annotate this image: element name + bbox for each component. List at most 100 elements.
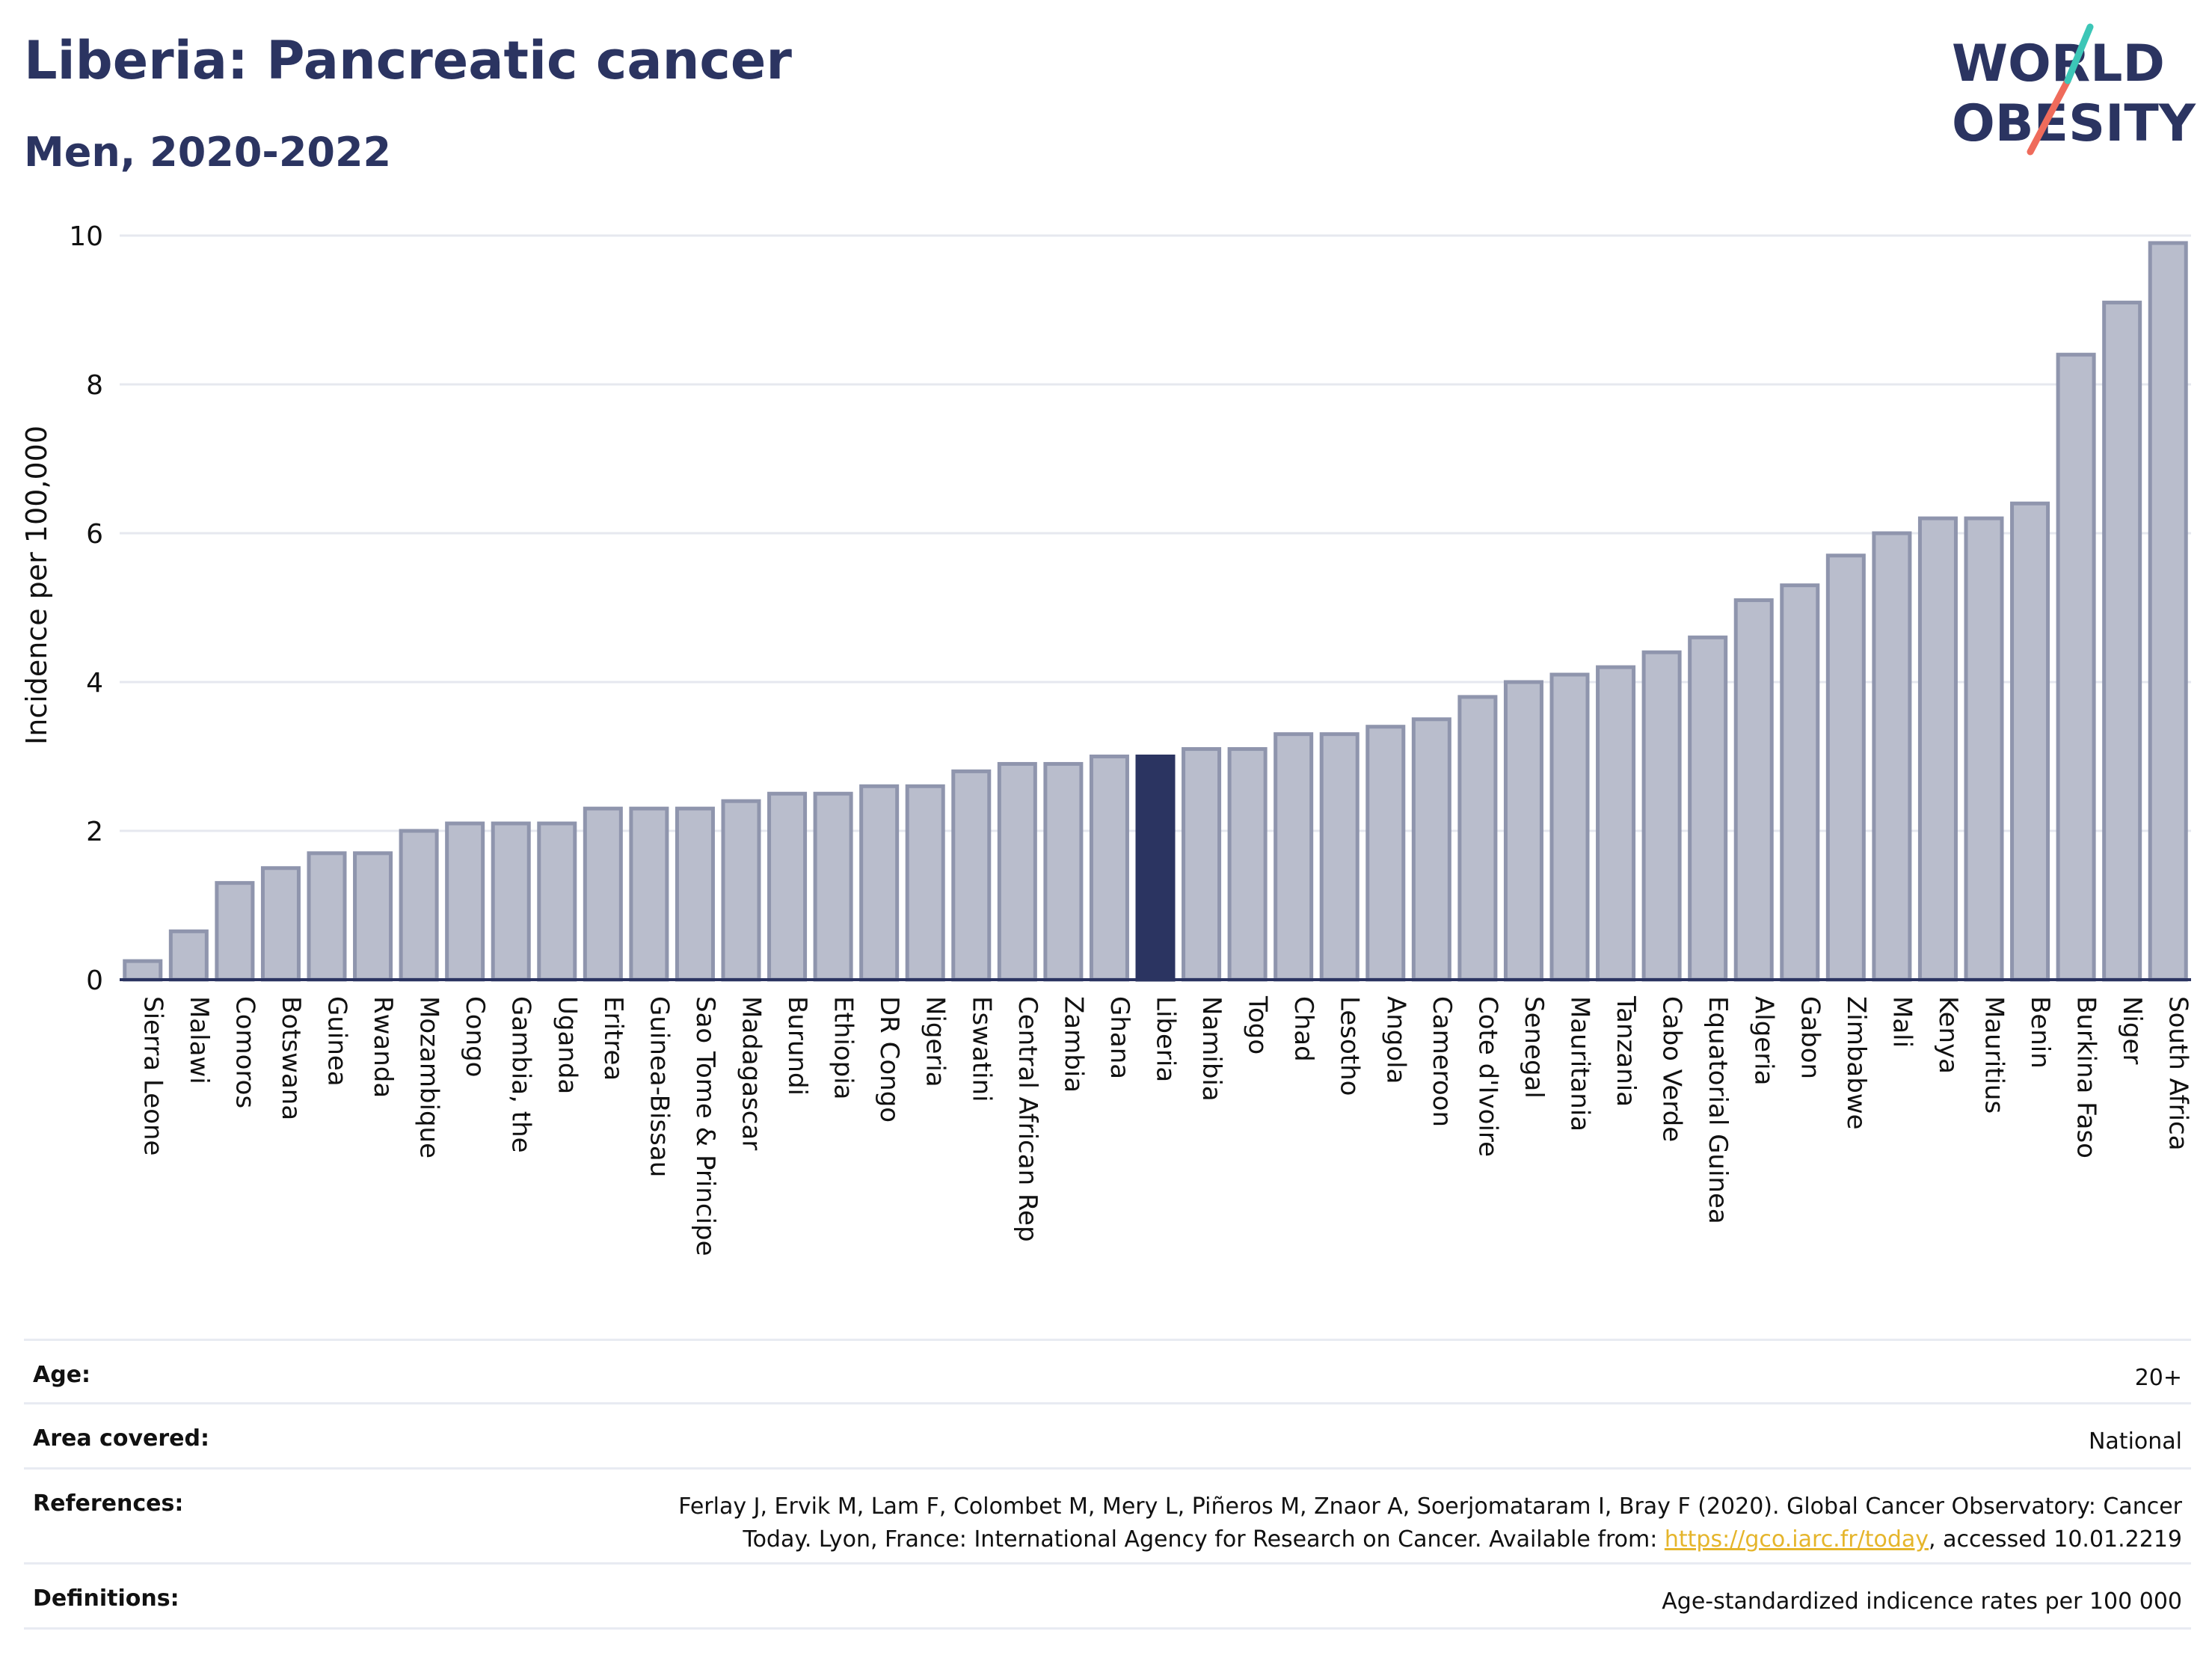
bar-zimbabwe	[1825, 553, 1866, 982]
y-axis-ticks: 0 2 4 6 8 10	[69, 221, 103, 996]
area-value: National	[2088, 1428, 2182, 1455]
bar-senegal	[1503, 680, 1543, 982]
x-tick-label: Gabon	[1795, 996, 1825, 1079]
bar-comoros	[215, 881, 255, 982]
x-tick-label: Cameroon	[1427, 996, 1457, 1127]
bar-eritrea	[583, 806, 623, 982]
references-label: References:	[33, 1490, 184, 1517]
bar-cabo-verde	[1641, 650, 1682, 982]
references-link[interactable]: https://gco.iarc.fr/today	[1664, 1526, 1929, 1553]
bar-nigeria	[905, 784, 945, 982]
references-text: Ferlay J, Ervik M, Lam F, Colombet M, Me…	[678, 1493, 2182, 1553]
chart-title: Liberia: Pancreatic cancer	[24, 30, 792, 91]
y-tick-label: 0	[86, 965, 103, 996]
bar-uganda	[537, 821, 577, 982]
bar-mozambique	[399, 829, 439, 982]
definitions-value: Age-standardized indicence rates per 100…	[1662, 1588, 2182, 1615]
x-tick-label: Burundi	[782, 996, 812, 1096]
bar-rwanda	[353, 851, 393, 982]
bar-congo	[445, 821, 485, 982]
x-tick-label: Central African Rep	[1013, 996, 1042, 1242]
bar-chad	[1274, 732, 1314, 982]
bar-guinea	[307, 851, 347, 982]
definitions-label: Definitions:	[33, 1585, 179, 1612]
age-label: Age:	[33, 1362, 91, 1388]
bar-mali	[1872, 531, 1912, 982]
x-tick-label: Niger	[2117, 996, 2147, 1064]
bar-sao-tome-principe	[675, 806, 715, 982]
bar-eswatini	[951, 769, 992, 982]
x-tick-label: Burkina Faso	[2071, 996, 2101, 1158]
references-row: References: Ferlay J, Ervik M, Lam F, Co…	[24, 1467, 2191, 1562]
x-tick-label: Gambia, the	[506, 996, 536, 1153]
x-tick-label: Algeria	[1749, 996, 1779, 1085]
x-tick-label: Eswatini	[966, 996, 996, 1102]
x-tick-label: Chad	[1288, 996, 1318, 1062]
x-tick-label: Nigeria	[921, 996, 950, 1087]
x-tick-label: Cabo Verde	[1657, 996, 1687, 1142]
bar-gabon	[1780, 583, 1820, 982]
x-tick-label: Liberia	[1151, 996, 1181, 1082]
x-tick-label: Zimbabwe	[1841, 996, 1871, 1130]
references-suffix: , accessed 10.01.2219	[1929, 1526, 2182, 1553]
x-tick-label: Ethiopia	[829, 996, 858, 1099]
logo-slash-red	[2027, 77, 2071, 156]
y-tick-label: 6	[86, 519, 103, 550]
x-tick-label: Malawi	[184, 996, 214, 1084]
bar-togo	[1227, 747, 1268, 982]
x-tick-label: Guinea-Bissau	[644, 996, 674, 1177]
x-tick-label: Congo	[460, 996, 490, 1077]
metadata-table: Age: 20+ Area covered: National Referenc…	[24, 1339, 2191, 1630]
x-tick-label: Sao Tome & Principe	[690, 996, 720, 1256]
x-tick-label: Mali	[1887, 996, 1917, 1048]
bar-ghana	[1089, 755, 1129, 982]
x-tick-label: DR Congo	[874, 996, 904, 1123]
age-row: Age: 20+	[24, 1339, 2191, 1402]
area-row: Area covered: National	[24, 1402, 2191, 1467]
bar-guinea-bissau	[629, 806, 669, 982]
bar-malawi	[168, 929, 209, 982]
x-tick-label: Tanzania	[1611, 995, 1641, 1107]
y-tick-label: 10	[69, 221, 103, 252]
bar-burundi	[767, 791, 808, 982]
logo-line2: OBESITY	[1952, 94, 2196, 153]
x-tick-label: Rwanda	[368, 996, 398, 1098]
bar-south-africa	[2148, 241, 2188, 982]
bar-central-african-rep	[997, 761, 1037, 982]
bar-lesotho	[1319, 732, 1360, 982]
x-tick-label: Namibia	[1196, 996, 1226, 1102]
bar-tanzania	[1596, 665, 1636, 982]
x-tick-label: Ghana	[1105, 996, 1134, 1079]
bar-chart: 0 2 4 6 8 10 Sierra Leone Malawi Comoros Botswan…	[20, 221, 2193, 1256]
world-obesity-logo: WORLD OBESITY	[1952, 23, 2196, 156]
definitions-row: Definitions: Age-standardized indicence …	[24, 1562, 2191, 1630]
x-tick-label: Sierra Leone	[138, 996, 168, 1155]
x-tick-label: Botswana	[276, 996, 306, 1120]
bar-cameroon	[1411, 717, 1451, 982]
x-tick-label: Senegal	[1519, 996, 1549, 1099]
bar-kenya	[1917, 516, 1958, 982]
logo-slash-teal	[2064, 23, 2094, 85]
bar-niger	[2102, 301, 2142, 982]
x-tick-label: Togo	[1243, 995, 1273, 1054]
x-axis-labels: Sierra Leone Malawi Comoros Botswana Guinea R…	[138, 995, 2193, 1256]
x-tick-label: Equatorial Guinea	[1703, 996, 1733, 1224]
bar-ethiopia	[813, 791, 853, 982]
bar-angola	[1365, 725, 1406, 982]
bar-dr-congo	[859, 784, 900, 982]
bar-burkina-faso	[2056, 352, 2096, 982]
chart-subtitle: Men, 2020-2022	[24, 129, 392, 176]
x-tick-label: Mozambique	[414, 996, 444, 1158]
x-tick-label: Cote d'Ivoire	[1472, 996, 1502, 1157]
y-tick-label: 2	[86, 817, 103, 847]
bar-algeria	[1733, 598, 1774, 982]
bar-mauritius	[1964, 516, 2004, 982]
bar-madagascar	[721, 799, 761, 982]
y-axis-title: Incidence per 100,000	[20, 426, 53, 745]
area-label: Area covered:	[33, 1425, 209, 1452]
y-tick-label: 4	[86, 668, 103, 698]
x-tick-label: Comoros	[230, 996, 259, 1108]
x-tick-label: Mauritius	[1979, 996, 2009, 1114]
logo-line1: WORLD	[1952, 34, 2165, 93]
y-tick-label: 8	[86, 370, 103, 401]
